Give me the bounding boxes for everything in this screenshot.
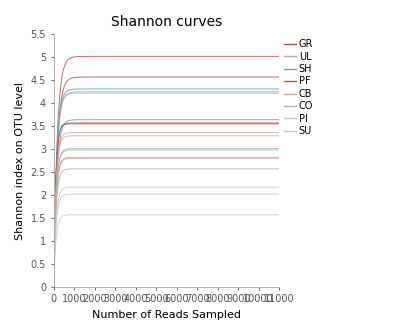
Legend: GR, UL, SH, PF, CB, CO, PI, SU: GR, UL, SH, PF, CB, CO, PI, SU [284,39,313,136]
Y-axis label: Shannon index on OTU level: Shannon index on OTU level [15,81,25,240]
Title: Shannon curves: Shannon curves [111,15,222,29]
X-axis label: Number of Reads Sampled: Number of Reads Sampled [92,310,241,320]
